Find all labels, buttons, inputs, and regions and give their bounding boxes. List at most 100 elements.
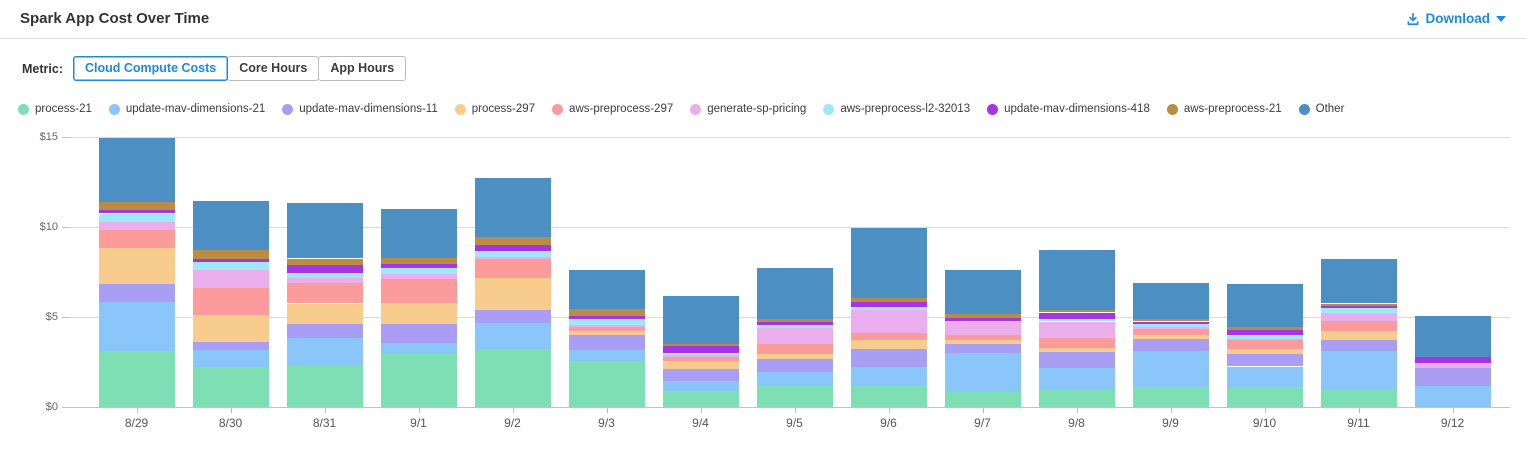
bar-segment-aws-preprocess-21-8-29[interactable] [98, 201, 175, 210]
bar-segment-update-mav-dimensions-21-9-4[interactable] [662, 380, 739, 391]
bar-segment-aws-preprocess-297-9-4[interactable] [662, 356, 739, 362]
bar-segment-process-297-9-8[interactable] [1038, 347, 1115, 353]
bar-segment-other-9-5[interactable] [756, 268, 833, 319]
metric-button-cloud-compute-costs[interactable]: Cloud Compute Costs [72, 56, 229, 81]
bar-segment-generate-sp-pricing-9-9[interactable] [1132, 326, 1209, 329]
bar-segment-update-mav-dimensions-21-9-1[interactable] [380, 343, 457, 354]
bar-segment-process-21-9-9[interactable] [1132, 387, 1209, 407]
bar-segment-update-mav-dimensions-11-9-7[interactable] [944, 344, 1021, 353]
bar-segment-update-mav-dimensions-11-9-10[interactable] [1226, 353, 1303, 367]
bar-segment-update-mav-dimensions-418-8-31[interactable] [286, 264, 363, 273]
bar-segment-generate-sp-pricing-9-10[interactable] [1226, 338, 1303, 341]
legend-item-process-21[interactable]: process-21 [18, 103, 92, 115]
bar-segment-aws-preprocess-21-9-7[interactable] [944, 314, 1021, 318]
bar-segment-aws-preprocess-l2-32013-9-6[interactable] [850, 307, 927, 310]
bar-segment-aws-preprocess-l2-32013-9-2[interactable] [474, 251, 551, 257]
bar-segment-update-mav-dimensions-418-9-11[interactable] [1320, 306, 1397, 308]
bar-segment-aws-preprocess-l2-32013-9-3[interactable] [568, 318, 645, 326]
bar-segment-update-mav-dimensions-418-9-2[interactable] [474, 245, 551, 252]
bar-segment-process-21-9-5[interactable] [756, 386, 833, 407]
bar-segment-update-mav-dimensions-11-8-30[interactable] [192, 342, 269, 351]
bar-segment-aws-preprocess-297-9-11[interactable] [1320, 320, 1397, 332]
bar-segment-update-mav-dimensions-418-9-5[interactable] [756, 322, 833, 326]
bar-segment-generate-sp-pricing-9-12[interactable] [1414, 362, 1491, 369]
legend-item-update-mav-dimensions-21[interactable]: update-mav-dimensions-21 [108, 103, 265, 115]
legend-item-aws-preprocess-l2-32013[interactable]: aws-preprocess-l2-32013 [823, 103, 970, 115]
legend-item-update-mav-dimensions-418[interactable]: update-mav-dimensions-418 [987, 103, 1150, 115]
bar-segment-aws-preprocess-21-9-1[interactable] [380, 257, 457, 264]
bar-segment-aws-preprocess-21-9-4[interactable] [662, 344, 739, 346]
bar-segment-process-297-9-6[interactable] [850, 340, 927, 350]
bar-segment-aws-preprocess-21-8-31[interactable] [286, 258, 363, 265]
bar-segment-process-21-9-4[interactable] [662, 390, 739, 407]
bar-segment-other-9-11[interactable] [1320, 259, 1397, 304]
bar-segment-other-9-3[interactable] [568, 270, 645, 309]
bar-segment-process-297-9-3[interactable] [568, 331, 645, 335]
bar-segment-other-8-31[interactable] [286, 202, 363, 259]
bar-segment-aws-preprocess-l2-32013-9-10[interactable] [1226, 335, 1303, 339]
bar-segment-process-21-8-30[interactable] [192, 367, 269, 407]
bar-segment-generate-sp-pricing-9-6[interactable] [850, 309, 927, 334]
legend-item-aws-preprocess-21[interactable]: aws-preprocess-21 [1166, 103, 1282, 115]
bar-segment-process-297-8-29[interactable] [98, 247, 175, 284]
bar-segment-update-mav-dimensions-21-8-29[interactable] [98, 301, 175, 352]
bar-segment-other-9-1[interactable] [380, 209, 457, 258]
bar-segment-update-mav-dimensions-418-8-30[interactable] [192, 259, 269, 263]
bar-segment-aws-preprocess-21-9-6[interactable] [850, 298, 927, 302]
bar-segment-process-297-9-9[interactable] [1132, 335, 1209, 339]
bar-segment-update-mav-dimensions-418-9-10[interactable] [1226, 329, 1303, 335]
bar-segment-aws-preprocess-21-8-30[interactable] [192, 250, 269, 260]
bar-segment-other-9-8[interactable] [1038, 250, 1115, 310]
bar-segment-process-21-9-1[interactable] [380, 353, 457, 407]
bar-segment-aws-preprocess-297-9-1[interactable] [380, 279, 457, 303]
bar-segment-generate-sp-pricing-8-29[interactable] [98, 221, 175, 230]
bar-segment-update-mav-dimensions-418-9-7[interactable] [944, 317, 1021, 321]
bar-segment-update-mav-dimensions-11-9-4[interactable] [662, 369, 739, 381]
bar-segment-aws-preprocess-297-9-3[interactable] [568, 326, 645, 332]
bar-segment-update-mav-dimensions-11-9-9[interactable] [1132, 338, 1209, 352]
bar-segment-process-21-9-11[interactable] [1320, 389, 1397, 407]
bar-segment-aws-preprocess-l2-32013-9-8[interactable] [1038, 318, 1115, 322]
bar-segment-update-mav-dimensions-11-9-8[interactable] [1038, 352, 1115, 369]
bar-segment-update-mav-dimensions-418-9-12[interactable] [1414, 356, 1491, 363]
bar-segment-update-mav-dimensions-11-9-3[interactable] [568, 335, 645, 351]
legend-item-process-297[interactable]: process-297 [454, 103, 535, 115]
bar-segment-aws-preprocess-l2-32013-8-31[interactable] [286, 272, 363, 279]
bar-segment-aws-preprocess-l2-32013-9-9[interactable] [1132, 324, 1209, 327]
bar-segment-other-8-29[interactable] [98, 137, 175, 202]
bar-segment-aws-preprocess-297-9-6[interactable] [850, 333, 927, 341]
bar-segment-update-mav-dimensions-418-9-3[interactable] [568, 316, 645, 319]
bar-segment-process-21-9-6[interactable] [850, 386, 927, 407]
bar-segment-update-mav-dimensions-418-9-9[interactable] [1132, 321, 1209, 325]
bar-segment-process-297-9-2[interactable] [474, 278, 551, 310]
bar-segment-update-mav-dimensions-11-9-1[interactable] [380, 324, 457, 344]
bar-segment-aws-preprocess-l2-32013-9-4[interactable] [662, 353, 739, 355]
bar-segment-generate-sp-pricing-9-1[interactable] [380, 273, 457, 280]
bar-segment-update-mav-dimensions-21-9-7[interactable] [944, 353, 1021, 392]
bar-segment-other-9-2[interactable] [474, 178, 551, 237]
bar-segment-aws-preprocess-297-9-7[interactable] [944, 335, 1021, 341]
bar-segment-process-297-9-11[interactable] [1320, 331, 1397, 341]
bar-segment-process-21-9-7[interactable] [944, 391, 1021, 407]
bar-segment-generate-sp-pricing-8-31[interactable] [286, 278, 363, 283]
bar-segment-other-9-9[interactable] [1132, 282, 1209, 319]
bar-segment-update-mav-dimensions-21-9-6[interactable] [850, 367, 927, 387]
bar-segment-update-mav-dimensions-11-9-11[interactable] [1320, 340, 1397, 352]
bar-segment-aws-preprocess-l2-32013-9-7[interactable] [944, 320, 1021, 323]
bar-segment-process-21-8-29[interactable] [98, 351, 175, 407]
bar-segment-aws-preprocess-297-9-2[interactable] [474, 259, 551, 279]
bar-segment-update-mav-dimensions-418-8-29[interactable] [98, 209, 175, 214]
bar-segment-generate-sp-pricing-9-5[interactable] [756, 327, 833, 344]
bar-segment-update-mav-dimensions-418-9-6[interactable] [850, 301, 927, 308]
bar-segment-aws-preprocess-21-9-3[interactable] [568, 308, 645, 317]
bar-segment-generate-sp-pricing-9-8[interactable] [1038, 321, 1115, 338]
bar-segment-other-9-7[interactable] [944, 270, 1021, 315]
bar-segment-generate-sp-pricing-9-7[interactable] [944, 322, 1021, 335]
bar-segment-aws-preprocess-l2-32013-9-1[interactable] [380, 268, 457, 274]
bar-segment-aws-preprocess-297-9-5[interactable] [756, 344, 833, 354]
bar-segment-aws-preprocess-l2-32013-8-29[interactable] [98, 213, 175, 222]
legend-item-update-mav-dimensions-11[interactable]: update-mav-dimensions-11 [282, 103, 438, 115]
bar-segment-process-21-9-2[interactable] [474, 349, 551, 407]
bar-segment-other-8-30[interactable] [192, 200, 269, 251]
bar-segment-process-297-9-4[interactable] [662, 361, 739, 370]
